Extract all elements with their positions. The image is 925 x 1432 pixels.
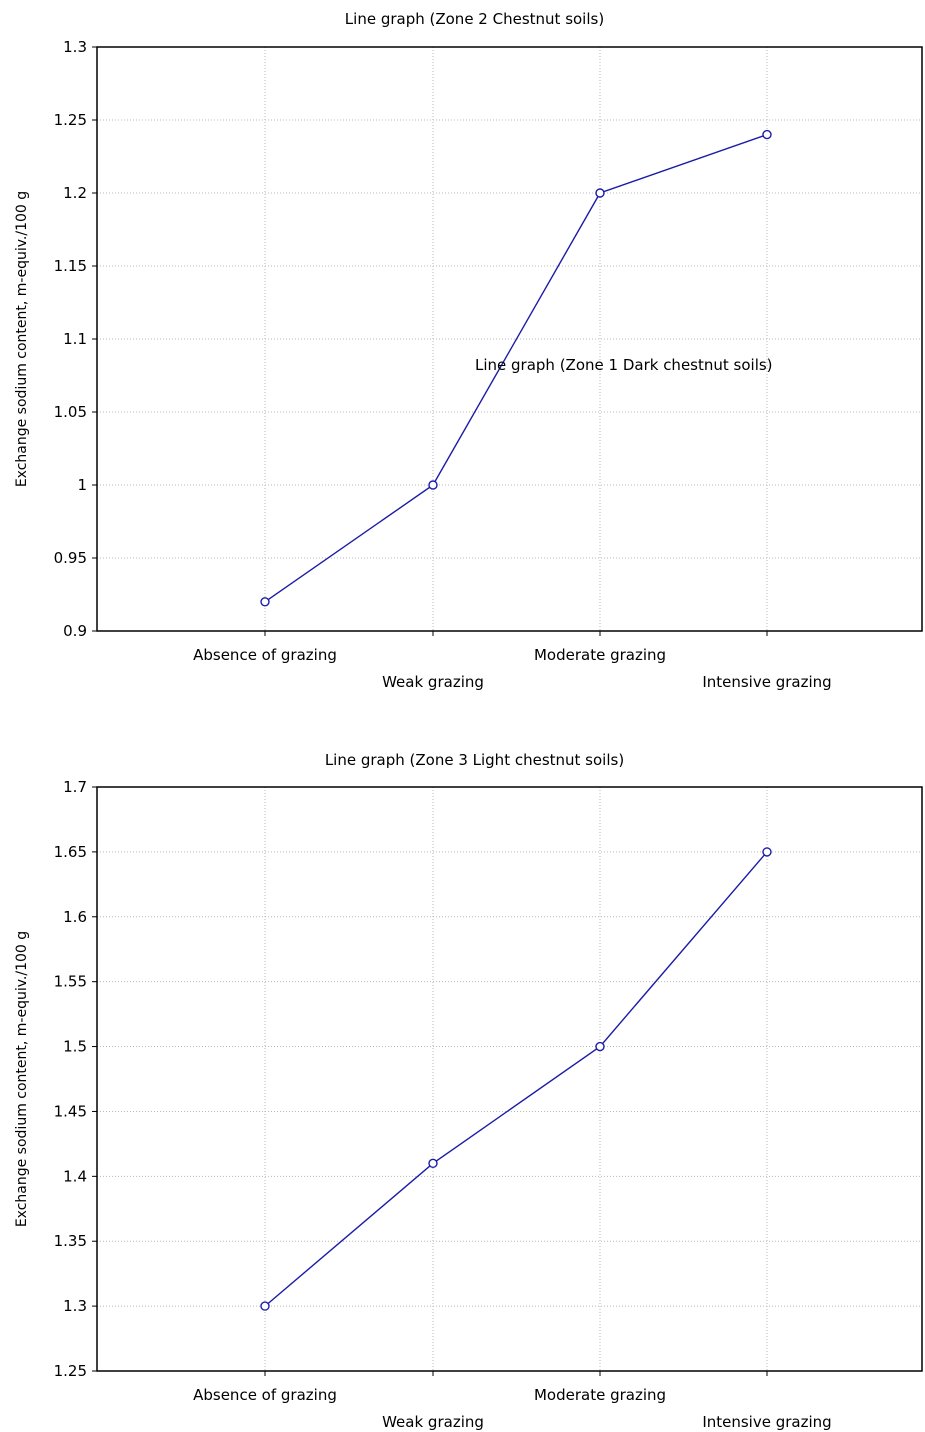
y-tick-label: 1.25: [54, 111, 87, 129]
y-tick-label: 1.35: [54, 1232, 87, 1250]
y-tick-label: 1.2: [63, 184, 87, 202]
data-point: [260, 1301, 270, 1311]
x-category-label: Weak grazing: [382, 1413, 484, 1431]
data-point: [762, 129, 772, 140]
data-point: [260, 597, 270, 607]
data-point: [595, 1041, 605, 1052]
y-tick-label: 1.25: [54, 1362, 87, 1380]
y-tick-label: 1.15: [54, 257, 87, 275]
plot-frame: [96, 46, 923, 632]
y-tick-label: 1.7: [63, 778, 87, 796]
chart-title: Line graph (Zone 3 Light chestnut soils): [325, 751, 624, 769]
x-category-label: Intensive grazing: [702, 1413, 831, 1431]
data-point: [595, 188, 605, 198]
y-axis-label: Exchange sodium content, m-equiv./100 g: [14, 931, 30, 1227]
series-line: [264, 133, 768, 603]
y-tick-label: 1.5: [63, 1038, 87, 1056]
x-category-label: Intensive grazing: [702, 673, 831, 691]
y-tick-label: 1.3: [63, 1297, 87, 1315]
data-point: [428, 480, 438, 490]
data-point: [762, 847, 772, 857]
y-tick-label: 1.6: [63, 908, 87, 926]
y-tick-label: 1.55: [54, 973, 87, 991]
x-category-label: Moderate grazing: [534, 646, 666, 664]
y-tick-label: 1.65: [54, 843, 87, 861]
chart-zone-2: Line graph (Zone 2 Chestnut soils) 0.9 0.9…: [14, 10, 923, 691]
y-tick-label: 1.3: [63, 38, 87, 56]
plot-frame: [96, 786, 923, 1372]
x-category-label: Weak grazing: [382, 673, 484, 691]
y-tick-label: 1.1: [63, 330, 87, 348]
series-line: [264, 851, 768, 1307]
x-category-label: Moderate grazing: [534, 1386, 666, 1404]
y-tick-label: 0.9: [63, 622, 87, 640]
y-tick-label: 0.95: [54, 549, 87, 567]
y-axis-label: Exchange sodium content, m-equiv./100 g: [14, 191, 30, 487]
y-tick-label: 1: [77, 476, 87, 494]
data-point: [428, 1158, 438, 1169]
chart-title: Line graph (Zone 2 Chestnut soils): [345, 10, 604, 28]
y-tick-label: 1.05: [54, 403, 87, 421]
y-tick-label: 1.45: [54, 1102, 87, 1120]
chart-annotation: Line graph (Zone 1 Dark chestnut soils): [475, 356, 773, 374]
y-tick-label: 1.4: [63, 1167, 87, 1185]
x-category-label: Absence of grazing: [193, 1386, 337, 1404]
chart-zone-3: Line graph (Zone 3 Light chestnut soils)…: [14, 751, 923, 1431]
x-category-label: Absence of grazing: [193, 646, 337, 664]
